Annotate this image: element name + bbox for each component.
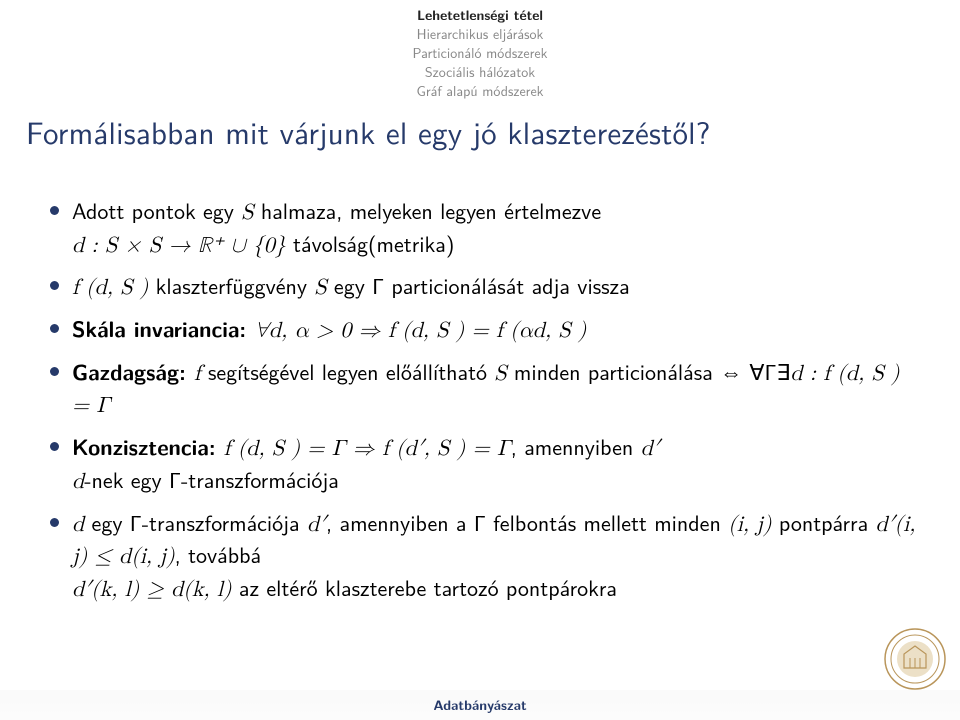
bullet-5: Konzisztencia: f (d, S ) = Γ ⇒ f (d′, S … <box>50 432 924 497</box>
math-ij: (i, j) <box>728 514 771 536</box>
text: minden particionálása ⇔ ∀Γ∃ <box>507 355 791 387</box>
math-d: d <box>72 471 84 493</box>
nav-item-4[interactable]: Szociális hálózatok <box>0 63 960 82</box>
text: , amennyiben <box>511 430 641 462</box>
nav-item-3[interactable]: Particionáló módszerek <box>0 44 960 63</box>
text: , amennyiben a Γ felbontás mellett minde… <box>326 506 728 538</box>
label-scale: Skála invariancia: <box>72 312 254 344</box>
text: egy Γ-transzformációja <box>84 506 307 538</box>
math-S2: S <box>314 277 326 299</box>
bullet-6: d egy Γ-transzformációja d′, amennyiben … <box>50 508 924 606</box>
text: klaszterfüggvény <box>148 269 314 301</box>
text: Adott pontok egy <box>72 194 241 226</box>
section-nav: Lehetetlenségi tétel Hierarchikus eljárá… <box>0 6 960 100</box>
math-d2: d <box>72 514 84 536</box>
math-dprime: d′ <box>641 438 660 460</box>
math-konz: f (d, S ) = Γ ⇒ f (d′, S ) = Γ <box>224 438 511 460</box>
math-dprime2: d′ <box>307 514 326 536</box>
bullet-1: Adott pontok egy S halmaza, melyeken leg… <box>50 196 924 261</box>
slide: Lehetetlenségi tétel Hierarchikus eljárá… <box>0 0 960 720</box>
nav-item-2[interactable]: Hierarchikus eljárások <box>0 25 960 44</box>
text: pontpárra <box>772 506 876 538</box>
label-consistency: Konzisztencia: <box>72 430 224 462</box>
university-seal-icon <box>884 628 946 690</box>
bullet-3: Skála invariancia: ∀d, α > 0 ⇒ f (d, S )… <box>50 314 924 347</box>
text: -nek egy Γ-transzformációja <box>84 463 339 495</box>
text: távolság(metrika) <box>286 227 455 259</box>
bullet-2: f (d, S ) klaszterfüggvény S egy Γ parti… <box>50 271 924 304</box>
bullet-4: Gazdagság: f segítségével legyen előállí… <box>50 357 924 422</box>
footer-title: Adatbányászat <box>433 695 526 715</box>
label-richness: Gazdagság: <box>72 355 194 387</box>
nav-item-5[interactable]: Gráf alapú módszerek <box>0 82 960 101</box>
slide-body: Adott pontok egy S halmaza, melyeken leg… <box>0 196 960 616</box>
slide-title: Formálisabban mit várjunk el egy jó klas… <box>0 108 960 154</box>
footer: Adatbányászat <box>0 690 960 720</box>
math-fdS: f (d, S ) <box>72 277 148 299</box>
text: egy Γ particionálását adja vissza <box>327 269 630 301</box>
math-metric: d : S × S → ℝ⁺ ∪ {0} <box>72 235 286 257</box>
math-f: f <box>194 363 201 385</box>
nav-item-1[interactable]: Lehetetlenségi tétel <box>0 6 960 25</box>
bullet-list: Adott pontok egy S halmaza, melyeken leg… <box>50 196 924 606</box>
text: halmaza, melyeken legyen értelmezve <box>254 194 602 226</box>
text: segítségével legyen előállítható <box>201 355 495 387</box>
math-scale: ∀d, α > 0 ⇒ f (d, S ) = f (αd, S ) <box>254 320 586 342</box>
math-S: S <box>241 202 253 224</box>
text: , továbbá <box>175 538 261 570</box>
text: az eltérő klaszterebe tartozó pontpárokr… <box>232 571 617 603</box>
math-S3: S <box>494 363 506 385</box>
math-dkl: d′(k, l) ≥ d(k, l) <box>72 579 232 601</box>
